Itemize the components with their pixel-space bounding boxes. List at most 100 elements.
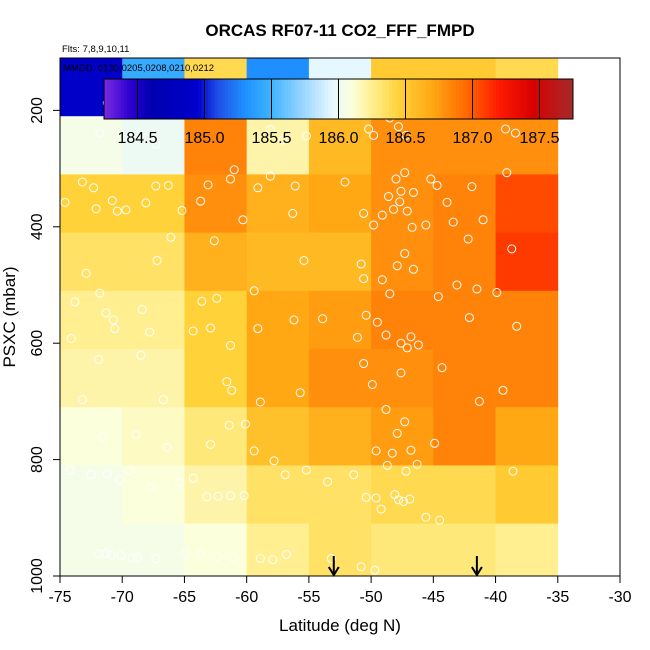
colorbar-swatch [368, 79, 373, 119]
colorbar-tick-label: 185.5 [251, 130, 291, 147]
colorbar-swatch [234, 79, 239, 119]
observation-point [181, 549, 191, 559]
heatmap-cell [371, 174, 434, 233]
observation-point [392, 261, 402, 271]
colorbar-swatch [402, 79, 406, 119]
colorbar-swatch [482, 79, 487, 119]
colorbar-swatch [104, 79, 108, 119]
colorbar-swatch [365, 79, 370, 119]
colorbar-swatch [201, 79, 205, 119]
observation-point [323, 477, 333, 487]
colorbar-swatch [244, 79, 249, 119]
observation-point [151, 554, 161, 564]
colorbar-swatch [472, 79, 477, 119]
observation-point [432, 180, 442, 190]
observation-point [408, 264, 418, 274]
heatmap-cell [495, 349, 559, 408]
colorbar-swatch [442, 79, 447, 119]
observation-point [91, 204, 101, 214]
heatmap-cell [371, 232, 434, 292]
x-tick-label: -50 [360, 589, 383, 606]
observation-point [474, 396, 484, 406]
colorbar-swatch [539, 79, 544, 119]
observation-point [77, 177, 87, 187]
colorbar-swatch [405, 79, 410, 119]
heatmap-cell [60, 232, 123, 292]
heatmap-cell [308, 465, 372, 525]
observation-point [141, 198, 151, 208]
observation-point [110, 324, 120, 334]
heatmap-cell [246, 174, 310, 233]
observation-point [402, 343, 412, 353]
observation-point [225, 174, 235, 184]
observation-point [158, 395, 168, 405]
observation-point [413, 340, 423, 350]
colorbar-swatch [499, 79, 504, 119]
heatmap-cell [122, 523, 185, 577]
colorbar-swatch [127, 79, 132, 119]
colorbar-swatch [469, 79, 473, 119]
observation-point [396, 368, 406, 378]
arrow-head [471, 566, 483, 577]
heatmap-cell [122, 116, 185, 175]
colorbar-swatch [207, 79, 212, 119]
observation-point [95, 288, 105, 298]
observation-point [402, 206, 412, 216]
heatmap-cell [184, 232, 248, 292]
observation-point [290, 181, 300, 191]
heatmap-cell [308, 174, 372, 233]
observation-point [288, 208, 298, 218]
observation-point [412, 459, 422, 469]
observation-point [163, 180, 173, 190]
observation-point [393, 495, 403, 505]
heatmap-cell [246, 290, 310, 350]
observation-point [401, 130, 411, 140]
heatmap-cell [122, 174, 185, 233]
observation-point [89, 183, 99, 193]
heatmap-cell [184, 174, 248, 233]
observation-point [406, 445, 416, 455]
colorbar-swatch [378, 79, 383, 119]
observation-point [132, 552, 142, 562]
colorbar-swatch [408, 79, 413, 119]
observation-point [94, 549, 104, 559]
heatmap-cell [122, 407, 185, 466]
observation-point [225, 491, 235, 501]
colorbar-swatch [107, 79, 112, 119]
colorbar-swatch [516, 79, 520, 119]
observation-point [387, 448, 397, 458]
colorbar-swatch [485, 79, 490, 119]
chart-title: ORCAS RF07-11 CO2_FFF_FMPD [205, 21, 474, 40]
colorbar-swatch [194, 79, 199, 119]
observation-point [197, 296, 207, 306]
colorbar-swatch [251, 79, 256, 119]
colorbar-swatch [509, 79, 514, 119]
observation-point [81, 268, 91, 278]
colorbar-swatch [502, 79, 507, 119]
colorbar-swatch [321, 79, 326, 119]
observation-point [437, 363, 447, 373]
y-tick-label: 1000 [29, 558, 46, 594]
colorbar-swatch [224, 79, 229, 119]
heatmap-cell [122, 290, 185, 350]
observation-point [145, 327, 155, 337]
heatmap-cell [495, 407, 559, 466]
observation-point [371, 446, 381, 456]
observation-point [299, 256, 309, 266]
colorbar-swatch [418, 79, 423, 119]
x-tick-label: -30 [608, 589, 631, 606]
colorbar-swatch [556, 79, 561, 119]
colorbar-swatch [305, 79, 309, 119]
observation-point [295, 388, 305, 398]
observation-point [391, 174, 401, 184]
observation-point [464, 313, 474, 323]
colorbar-swatch [328, 79, 333, 119]
x-tick-label: -70 [111, 589, 134, 606]
observation-point [125, 133, 135, 143]
colorbar-swatch [238, 79, 242, 119]
heatmap-cell [433, 349, 496, 408]
heatmap-cell [246, 349, 310, 408]
colorbar-swatch [311, 79, 316, 119]
colorbar-swatch [355, 79, 360, 119]
